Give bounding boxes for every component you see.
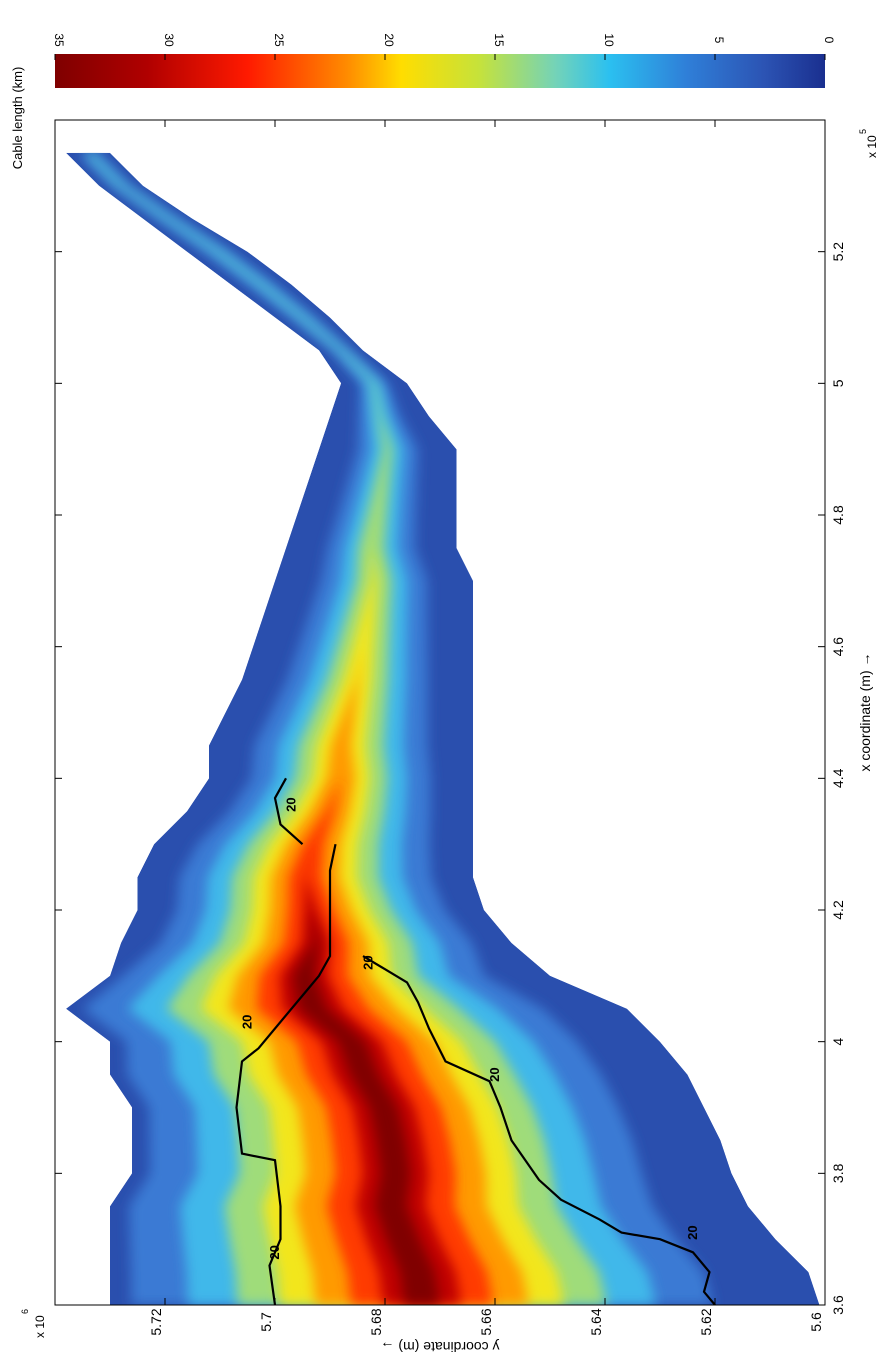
plot-frame — [54, 119, 826, 1306]
contour-line-upper — [235, 843, 337, 1305]
x-axis-label: x coordinate (m) → — [857, 652, 873, 771]
contour-layer: 20 20 20 20 20 20 — [235, 777, 716, 1305]
x-tick-label: 3.8 — [830, 1163, 846, 1183]
y-exponent-label: x 10 — [33, 1315, 47, 1338]
x-exponent-power: 5 — [858, 129, 868, 134]
y-axis-tick-labels: 5.6 5.62 5.64 5.66 5.68 5.7 5.72 — [148, 1308, 824, 1335]
x-tick-label: 5.2 — [830, 242, 846, 262]
contour-label: 20 — [267, 1245, 282, 1259]
heatmap-band-6 — [88, 152, 462, 1305]
x-axis-tick-labels: 3.6 3.8 4 4.2 4.4 4.6 4.8 5 5.2 — [830, 242, 846, 1315]
heatmap-layer — [66, 152, 820, 1305]
y-axis-ticks — [164, 120, 826, 1305]
y-tick-label: 5.68 — [368, 1308, 384, 1335]
contour-label: 20 — [685, 1225, 700, 1239]
y-tick-label: 5.64 — [588, 1308, 604, 1335]
y-tick-label: 5.62 — [698, 1308, 714, 1335]
colorbar-tick-label: 35 — [52, 33, 66, 47]
heatmap-band-7 — [88, 152, 440, 1305]
heatmap-band-5 — [88, 152, 494, 1305]
colorbar — [55, 54, 825, 88]
colorbar-tick-label: 30 — [162, 33, 176, 47]
y-tick-label: 5.6 — [808, 1312, 824, 1332]
colorbar-tick-label: 25 — [272, 33, 286, 47]
contour-label: 20 — [284, 797, 299, 811]
x-axis-ticks — [55, 251, 825, 1306]
colorbar-tick-label: 5 — [712, 37, 726, 44]
x-exponent: x 10 5 — [858, 129, 879, 158]
contour-label: 20 — [239, 1015, 254, 1029]
colorbar-tick-label: 20 — [382, 33, 396, 47]
x-tick-label: 4 — [830, 1038, 846, 1046]
contour-label: 20 — [487, 1067, 502, 1081]
x-tick-label: 4.2 — [830, 900, 846, 920]
colorbar-tick-labels: 0 5 10 15 20 25 30 35 — [52, 33, 836, 47]
contour-line-island — [273, 777, 304, 846]
x-tick-label: 4.8 — [830, 505, 846, 525]
y-tick-label: 5.66 — [478, 1308, 494, 1335]
x-tick-label: 5 — [830, 379, 846, 387]
y-axis-label: y coordinate (m) → — [380, 1339, 499, 1355]
x-exponent-label: x 10 — [865, 135, 879, 158]
colorbar-ticks — [54, 54, 826, 60]
colorbar-tick-label: 10 — [602, 33, 616, 47]
y-exponent-power: 6 — [20, 1309, 30, 1314]
heatmap-fill — [66, 152, 820, 1305]
contour-label: 20 — [361, 955, 376, 969]
x-tick-label: 4.4 — [830, 768, 846, 788]
y-tick-label: 5.7 — [258, 1312, 274, 1332]
colorbar-tick-label: 15 — [492, 33, 506, 47]
y-tick-label: 5.72 — [148, 1308, 164, 1335]
y-exponent: x 10 6 — [20, 1309, 47, 1338]
heatmap-band-3 — [88, 152, 565, 1305]
colorbar-label: Cable length (km) — [10, 67, 25, 170]
contour-line-lower — [362, 955, 716, 1305]
x-tick-label: 4.6 — [830, 637, 846, 657]
x-tick-label: 3.6 — [830, 1295, 846, 1315]
colorbar-tick-label: 0 — [822, 37, 836, 44]
